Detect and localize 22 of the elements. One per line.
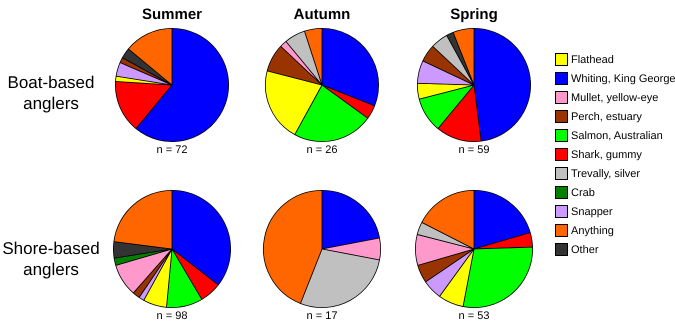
category-label: Other	[570, 242, 600, 258]
text: n = 53	[458, 310, 490, 322]
text: Shore-based anglers	[2, 238, 100, 280]
category-label: Mullet, yellow-eye	[570, 90, 660, 106]
text: Boat-based anglers	[6, 72, 96, 114]
category-label: Crab	[570, 186, 596, 200]
category-label: Shark, gummy	[570, 148, 643, 162]
text: n = 59	[458, 144, 490, 156]
category-label: Whiting, King George	[570, 72, 675, 86]
chart-title: Spring	[450, 6, 498, 24]
category-label: Salmon, Australian	[570, 128, 664, 144]
category-label: Trevally, silver	[570, 166, 642, 182]
text: n = 17	[306, 310, 338, 322]
chart-title: Autumn	[294, 6, 350, 24]
category-label: Perch, estuary	[570, 110, 643, 124]
category-label: Snapper	[570, 204, 614, 220]
category-label: Flathead	[570, 52, 615, 68]
text: n = 26	[306, 144, 338, 156]
category-label: Anything	[570, 224, 615, 238]
text: n = 98	[156, 310, 188, 322]
text: n = 72	[156, 144, 188, 156]
chart-title: Summer	[142, 6, 202, 24]
